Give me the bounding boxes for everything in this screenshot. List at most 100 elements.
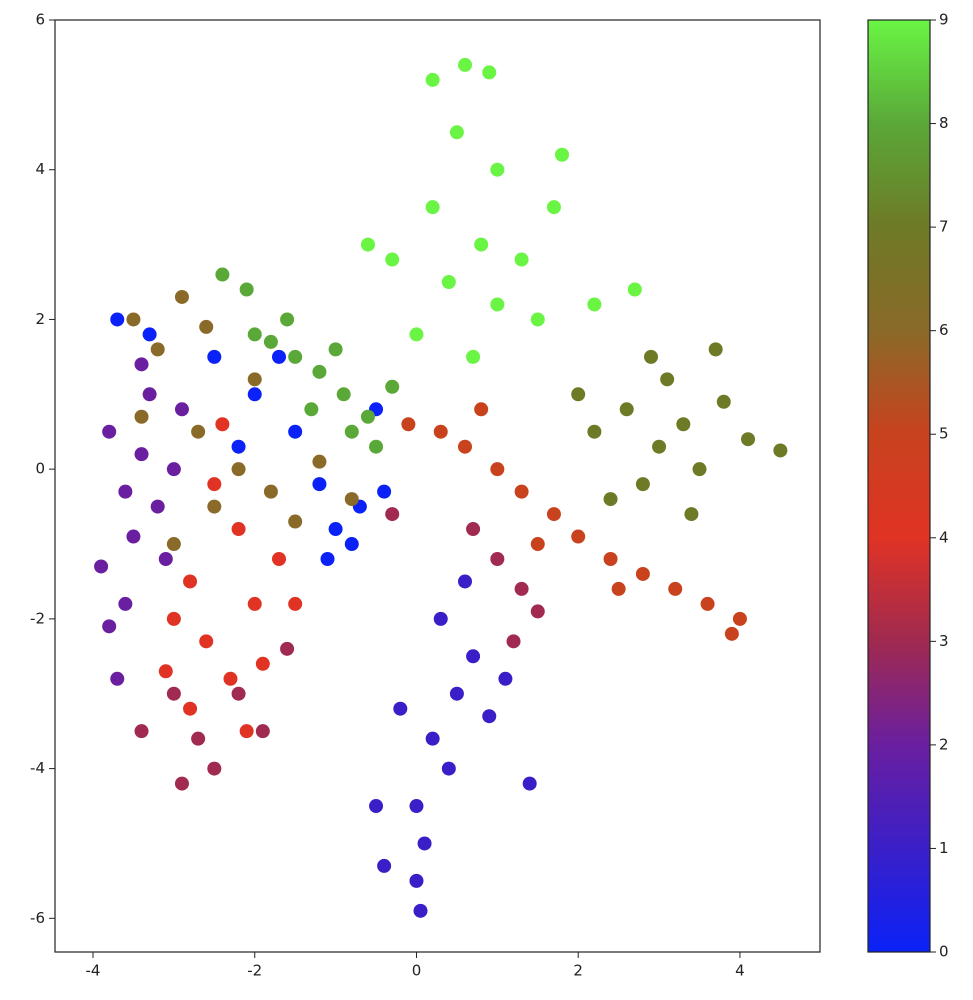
point — [94, 559, 109, 574]
point — [142, 327, 157, 342]
point — [587, 424, 602, 439]
point — [174, 776, 189, 791]
point — [546, 507, 561, 522]
point — [409, 327, 424, 342]
point — [158, 551, 173, 566]
point — [732, 611, 747, 626]
point — [676, 417, 691, 432]
point — [603, 492, 618, 507]
point — [393, 701, 408, 716]
point — [692, 462, 707, 477]
point — [255, 656, 270, 671]
point — [288, 424, 303, 439]
point — [652, 439, 667, 454]
point — [546, 200, 561, 215]
point — [700, 596, 715, 611]
point — [741, 432, 756, 447]
point — [183, 701, 198, 716]
point — [288, 514, 303, 529]
point — [360, 237, 375, 252]
point — [401, 417, 416, 432]
colorbar-tick-label: 4 — [939, 528, 949, 546]
x-tick-label: 2 — [573, 962, 583, 980]
point — [231, 439, 246, 454]
point — [514, 484, 529, 499]
colorbar-tick-label: 6 — [939, 321, 949, 339]
point — [385, 379, 400, 394]
point — [433, 424, 448, 439]
point — [514, 581, 529, 596]
point — [490, 162, 505, 177]
point — [369, 799, 384, 814]
point — [304, 402, 319, 417]
point — [280, 641, 295, 656]
point — [449, 686, 464, 701]
point — [247, 387, 262, 402]
point — [490, 551, 505, 566]
point — [150, 499, 165, 514]
point — [312, 454, 327, 469]
point — [158, 664, 173, 679]
point — [150, 342, 165, 357]
point — [239, 282, 254, 297]
point — [474, 402, 489, 417]
point — [611, 581, 626, 596]
x-tick-label: -4 — [86, 962, 101, 980]
point — [385, 507, 400, 522]
point — [199, 634, 214, 649]
point — [482, 65, 497, 80]
point — [409, 873, 424, 888]
point — [490, 462, 505, 477]
point — [191, 424, 206, 439]
point — [174, 289, 189, 304]
y-tick-label: -2 — [30, 609, 45, 627]
point — [635, 566, 650, 581]
point — [377, 858, 392, 873]
point — [102, 424, 117, 439]
point — [134, 357, 149, 372]
x-tick-label: 0 — [412, 962, 422, 980]
point — [587, 297, 602, 312]
point — [223, 671, 238, 686]
point — [433, 611, 448, 626]
point — [344, 492, 359, 507]
point — [360, 409, 375, 424]
point — [474, 237, 489, 252]
point — [272, 551, 287, 566]
point — [207, 499, 222, 514]
point — [773, 443, 788, 458]
point — [571, 387, 586, 402]
colorbar — [867, 19, 931, 953]
point — [466, 522, 481, 537]
point — [522, 776, 537, 791]
point — [708, 342, 723, 357]
plot-frame — [54, 19, 821, 953]
point — [207, 349, 222, 364]
point — [288, 596, 303, 611]
point — [635, 477, 650, 492]
point — [413, 903, 428, 918]
colorbar-tick-label: 2 — [939, 735, 949, 753]
colorbar-tick-label: 0 — [939, 943, 949, 961]
point — [215, 267, 230, 282]
point — [441, 275, 456, 290]
point — [288, 349, 303, 364]
point — [312, 364, 327, 379]
x-tick-label: -2 — [247, 962, 262, 980]
point — [166, 611, 181, 626]
point — [530, 312, 545, 327]
point — [627, 282, 642, 297]
point — [263, 484, 278, 499]
point — [457, 57, 472, 72]
point — [231, 686, 246, 701]
point — [312, 477, 327, 492]
point — [142, 387, 157, 402]
point — [126, 312, 141, 327]
point — [457, 439, 472, 454]
point — [466, 349, 481, 364]
point — [668, 581, 683, 596]
point — [344, 537, 359, 552]
point — [166, 462, 181, 477]
point — [207, 477, 222, 492]
point — [449, 125, 464, 140]
